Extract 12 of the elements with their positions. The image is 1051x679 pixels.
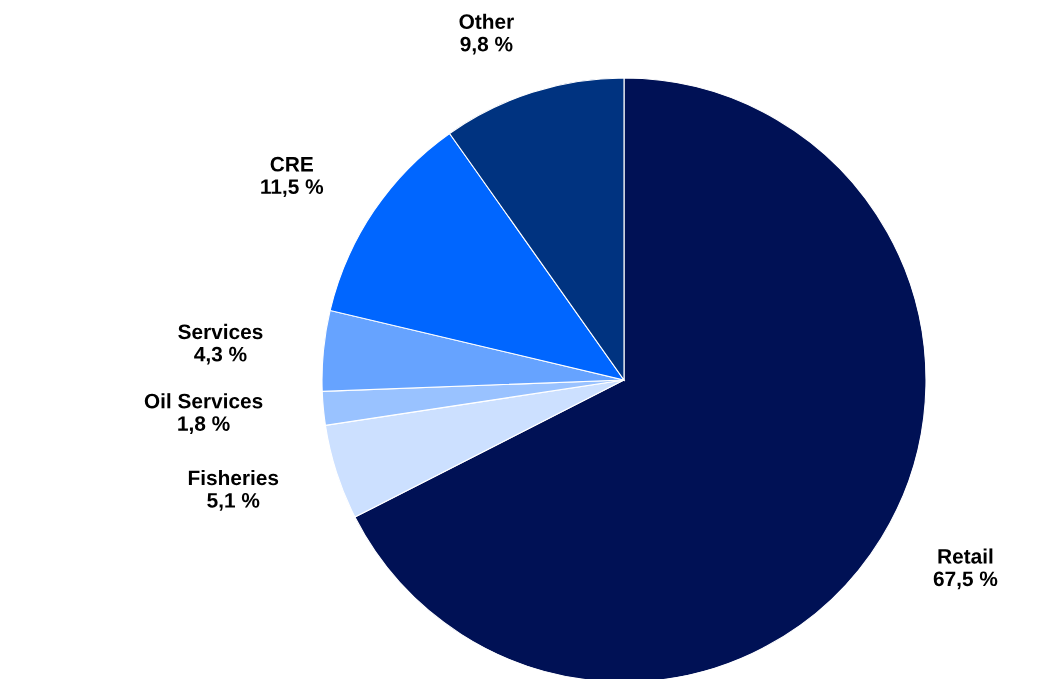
data-label: 67,5 % [933, 571, 998, 590]
slice-label: CRE [270, 156, 313, 172]
slice-label: Services [178, 323, 263, 340]
slice-label: Oil Services [144, 393, 263, 409]
slice-label: Fisheries [188, 469, 279, 486]
data-label: 11,5 % [261, 179, 324, 198]
slice-label: Other [459, 13, 514, 30]
slice-label: Retail [938, 548, 993, 564]
data-label: 4,3 % [194, 346, 247, 365]
data-label: 5,1 % [207, 493, 260, 511]
data-label: 1,8 % [178, 416, 230, 434]
data-label: 9,8 % [460, 36, 513, 55]
